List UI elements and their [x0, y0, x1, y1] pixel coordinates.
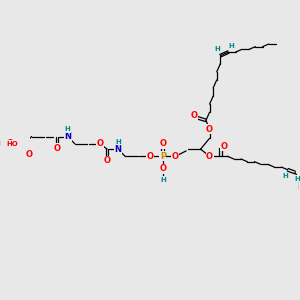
Text: O: O	[191, 111, 198, 120]
Text: N: N	[114, 145, 122, 154]
Text: O: O	[206, 125, 213, 134]
Text: N: N	[64, 132, 71, 141]
Text: HO: HO	[6, 141, 18, 147]
Text: O: O	[172, 152, 179, 161]
Text: H: H	[115, 139, 121, 145]
Text: O: O	[220, 142, 227, 151]
Text: H: H	[65, 126, 70, 132]
Text: O: O	[7, 139, 14, 148]
Text: O: O	[26, 150, 32, 159]
Text: O: O	[53, 144, 60, 153]
Text: O: O	[159, 139, 166, 148]
Text: H: H	[282, 173, 288, 179]
Text: H: H	[160, 177, 166, 183]
Text: H: H	[295, 176, 300, 182]
Text: O: O	[103, 156, 111, 165]
Text: P: P	[160, 152, 166, 161]
Text: O: O	[159, 164, 166, 173]
Text: O: O	[96, 139, 103, 148]
Text: H: H	[215, 46, 220, 52]
Text: H: H	[228, 43, 234, 49]
Text: O: O	[206, 152, 213, 161]
Text: O: O	[147, 152, 154, 161]
